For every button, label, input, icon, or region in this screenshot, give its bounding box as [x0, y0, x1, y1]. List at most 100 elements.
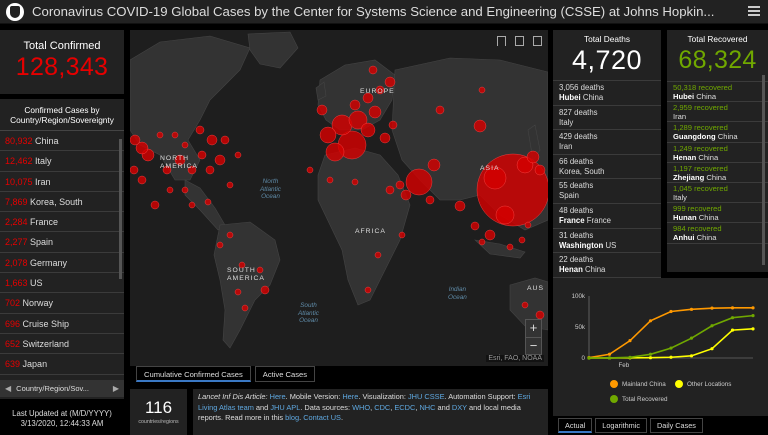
recovered-list-item[interactable]: 2,959 recovered Iran: [667, 101, 768, 121]
zoom-in-button[interactable]: +: [529, 320, 538, 335]
recovered-country: Iran: [673, 112, 687, 122]
recovered-country: China: [696, 92, 717, 101]
tab-daily-cases[interactable]: Daily Cases: [650, 418, 703, 433]
blog-link[interactable]: blog: [285, 413, 300, 422]
info-panel: Lancet Inf Dis Article: Here. Mobile Ver…: [193, 389, 548, 435]
recovered-list-item[interactable]: 984 recovered Anhui China: [667, 222, 768, 242]
country-list-item[interactable]: 696 Cruise Ship: [0, 314, 124, 334]
deaths-list-item[interactable]: 827 deaths Italy: [553, 104, 661, 130]
last-updated-label: Last Updated at (M/D/YYYY): [12, 409, 112, 418]
chart-point: [730, 306, 735, 310]
lancet-article-link[interactable]: Here: [269, 392, 286, 401]
next-arrow-icon[interactable]: ▶: [112, 384, 119, 393]
who-link[interactable]: WHO: [352, 402, 371, 412]
recovered-count: 1,197 recovered: [673, 163, 728, 173]
list-icon[interactable]: [515, 36, 524, 46]
deaths-country: Iran: [559, 142, 573, 152]
countries-count-label: countries/regions: [138, 419, 179, 425]
deaths-count: 429 deaths: [559, 132, 598, 142]
mobile-version-link[interactable]: Here: [342, 392, 359, 401]
total-confirmed-panel: Total Confirmed 128,343: [0, 30, 124, 94]
tab-actual[interactable]: Actual: [558, 418, 593, 433]
map-label-north-atlantic: North Atlantic Ocean: [260, 178, 281, 200]
chart-point: [751, 314, 755, 318]
total-recovered-panel: Total Recovered 68,324 50,318 recovered H…: [667, 30, 768, 272]
country-list-item[interactable]: 2,284 France: [0, 212, 124, 233]
recovered-count: 50,318 recovered: [673, 83, 733, 92]
menu-icon[interactable]: [748, 6, 760, 16]
country-count: 2,078: [5, 257, 28, 268]
recovered-list-item[interactable]: 1,249 recovered Henan China: [667, 141, 768, 162]
deaths-list-item[interactable]: 3,056 deaths Hubei China: [553, 80, 661, 105]
deaths-list-item[interactable]: 48 deaths France France: [553, 202, 661, 228]
country-name: Korea, South: [30, 196, 83, 207]
chart-point: [730, 328, 735, 332]
tab-active-cases[interactable]: Active Cases: [254, 366, 316, 382]
country-name: France: [30, 217, 59, 228]
legend-swatch-other-locations: [675, 380, 683, 388]
country-list-item[interactable]: 652 Switzerland: [0, 334, 124, 355]
chart-point: [628, 355, 632, 359]
deaths-list-item[interactable]: 66 deaths Korea, South: [553, 153, 661, 179]
country-name: Japan: [22, 359, 48, 370]
chart-point: [669, 346, 673, 350]
ecdc-link[interactable]: ECDC: [394, 402, 416, 412]
chart-point: [751, 327, 755, 331]
recovered-country: China: [706, 172, 727, 182]
deaths-list-item[interactable]: 22 deaths Henan China: [553, 252, 661, 277]
chart-tabs: Actual Logarithmic Daily Cases: [558, 418, 703, 433]
page-title: Coronavirus COVID-19 Global Cases by the…: [32, 4, 715, 19]
jhu-csse-link[interactable]: JHU CSSE: [407, 392, 445, 401]
deaths-list-item[interactable]: 55 deaths Spain: [553, 178, 661, 203]
deaths-count: 66 deaths: [559, 156, 594, 166]
dxy-link[interactable]: DXY: [451, 402, 467, 412]
deaths-country: China: [582, 93, 604, 102]
deaths-region: France: [559, 215, 585, 225]
deaths-country: Italy: [559, 117, 574, 127]
esri-team-link[interactable]: Esri Living Atlas team: [198, 392, 531, 412]
map-label-south-america: SOUTH AMERICA: [227, 267, 265, 282]
country-list-scrollbar[interactable]: [119, 139, 122, 279]
map-canvas[interactable]: [130, 30, 548, 366]
country-count: 12,462: [5, 156, 33, 167]
country-list-item[interactable]: 10,075 Iran: [0, 172, 124, 192]
country-list-item[interactable]: 2,277 Spain: [0, 232, 124, 253]
map-label-north-america: NORTH AMERICA: [160, 155, 198, 170]
world-map[interactable]: NORTH AMERICA SOUTH AMERICA EUROPE AFRICA …: [130, 30, 548, 366]
country-list-item[interactable]: 7,869 Korea, South: [0, 192, 124, 213]
country-count: 10,075: [5, 176, 33, 187]
deaths-list-item[interactable]: 31 deaths Washington US: [553, 227, 661, 253]
recovered-list-item[interactable]: 1,197 recovered Zhejiang China: [667, 161, 768, 182]
country-count: 652: [5, 338, 21, 349]
country-list-item[interactable]: 2,078 Germany: [0, 253, 124, 274]
country-list-item[interactable]: 80,932 China: [0, 131, 124, 152]
country-count: 80,932: [5, 136, 33, 146]
prev-arrow-icon[interactable]: ◀: [5, 384, 12, 393]
deaths-list-item[interactable]: 429 deaths Iran: [553, 129, 661, 154]
recovered-list-item[interactable]: 1,289 recovered Guangdong China: [667, 121, 768, 141]
recovered-list-item[interactable]: 1,045 recovered Italy: [667, 181, 768, 202]
bookmark-icon[interactable]: [497, 36, 506, 46]
zoom-out-button[interactable]: −: [526, 337, 541, 354]
basemap-gallery-icon[interactable]: [533, 36, 542, 46]
contact-us-link[interactable]: Contact US: [303, 413, 341, 422]
cdc-link[interactable]: CDC: [374, 402, 391, 412]
chart-point: [648, 319, 653, 323]
nhc-link[interactable]: NHC: [419, 402, 436, 412]
recovered-list-item[interactable]: 999 recovered Hunan China: [667, 202, 768, 222]
country-list-item[interactable]: 1,663 US: [0, 273, 124, 294]
country-list-tab-label[interactable]: Country/Region/Sov...: [16, 384, 89, 393]
tab-cumulative-confirmed[interactable]: Cumulative Confirmed Cases: [136, 366, 251, 382]
recovered-list-item[interactable]: 50,318 recovered Hubei China: [667, 81, 768, 101]
country-list-item[interactable]: 639 Japan: [0, 354, 124, 375]
cases-chart-panel: 0 50k 100k Feb Mainland China Other Locatio…: [553, 278, 768, 416]
recovered-region: Hunan: [673, 213, 697, 223]
recovered-scrollbar[interactable]: [762, 75, 765, 265]
recovered-list-item[interactable]: [667, 242, 768, 263]
jhu-apl-link[interactable]: JHU APL: [270, 402, 301, 412]
country-count: 7,869: [5, 196, 28, 207]
recovered-region: Guangdong: [673, 132, 716, 142]
country-list-item[interactable]: 702 Norway: [0, 293, 124, 314]
tab-logarithmic[interactable]: Logarithmic: [595, 418, 647, 433]
country-list-item[interactable]: 12,462 Italy: [0, 151, 124, 172]
